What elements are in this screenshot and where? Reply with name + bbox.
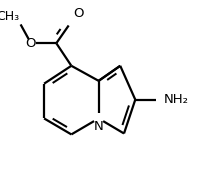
Text: NH₂: NH₂ xyxy=(163,93,188,106)
Text: O: O xyxy=(73,7,83,20)
Text: O: O xyxy=(26,37,36,50)
Text: CH₃: CH₃ xyxy=(0,10,20,23)
Text: N: N xyxy=(94,120,103,133)
